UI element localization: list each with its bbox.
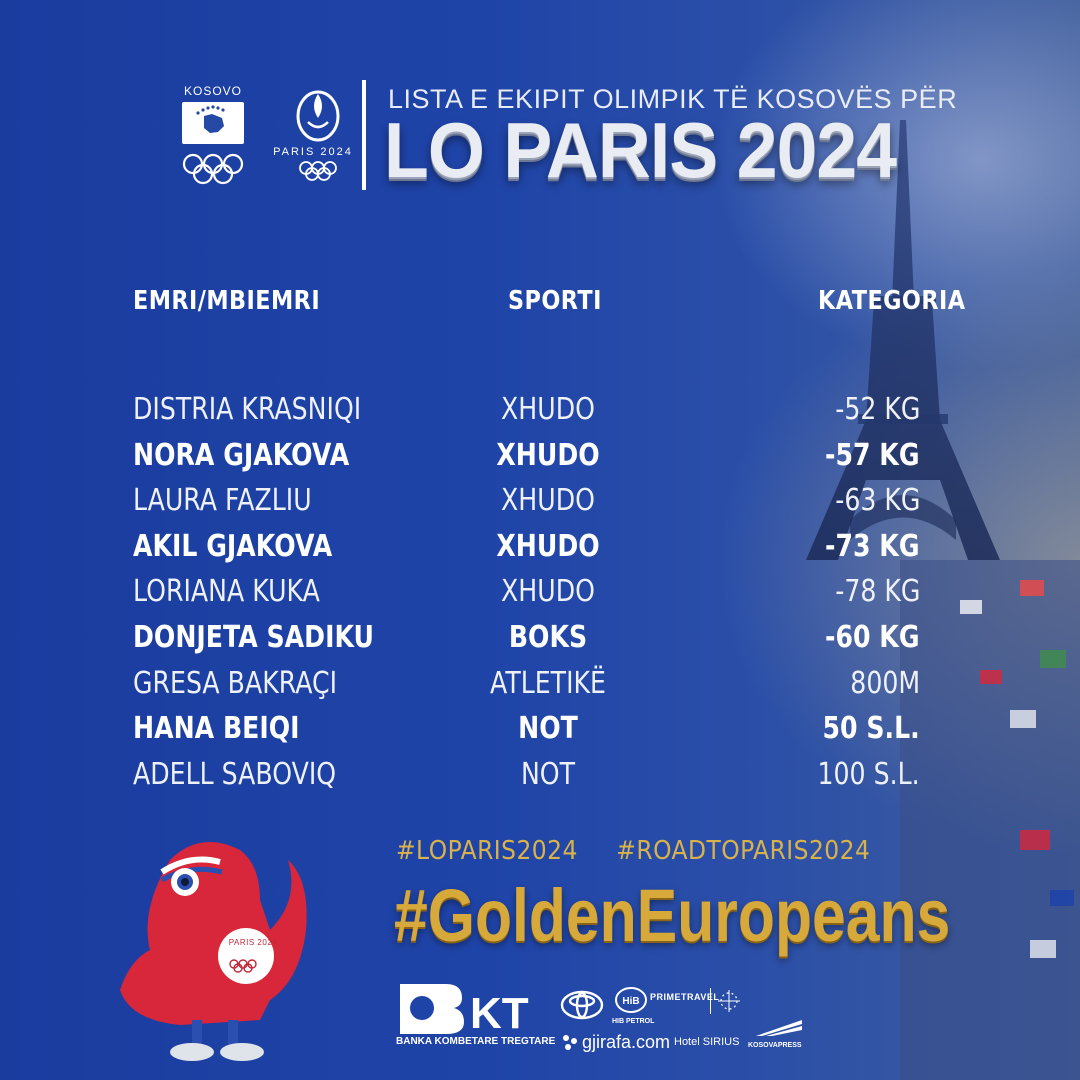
kosovapress-label: KOSOVAPRESS bbox=[748, 1042, 802, 1049]
athlete-sport: XHUDO bbox=[501, 574, 595, 610]
table-row: DONJETA SADIKU BOKS -60 KG bbox=[0, 616, 1080, 662]
hib-petrol-label: HIB PETROL bbox=[612, 1018, 655, 1025]
hotel-sirius-label: Hotel SIRIUS bbox=[674, 1036, 740, 1048]
athlete-name: LAURA FAZLIU bbox=[133, 483, 312, 519]
athlete-sport: XHUDO bbox=[496, 528, 600, 564]
athlete-table: DISTRIA KRASNIQI XHUDO -52 KG NORA GJAKO… bbox=[0, 388, 1080, 798]
athlete-sport: ATLETIKË bbox=[490, 665, 606, 701]
column-header-category: KATEGORIA bbox=[818, 286, 966, 316]
athlete-category: 800M bbox=[850, 665, 920, 701]
athlete-sport: XHUDO bbox=[496, 437, 600, 473]
header-divider bbox=[362, 80, 366, 190]
athlete-category: -78 KG bbox=[834, 574, 920, 610]
hashtag-roadtoparis: #ROADTOPARIS2024 bbox=[616, 836, 871, 866]
athlete-sport: BOKS bbox=[508, 619, 588, 655]
athlete-category: -57 KG bbox=[825, 437, 920, 473]
hib-petrol-logo-icon: HiB bbox=[615, 987, 647, 1013]
gjirafa-logo-icon bbox=[563, 1035, 577, 1050]
hashtags-row: #LOPARIS2024 #ROADTOPARIS2024 bbox=[396, 836, 882, 866]
table-row: DISTRIA KRASNIQI XHUDO -52 KG bbox=[0, 388, 1080, 434]
toyota-logo-icon bbox=[560, 990, 604, 1020]
eiffel-tower-icon bbox=[806, 120, 1000, 560]
athlete-name: DONJETA SADIKU bbox=[133, 619, 375, 655]
athlete-sport: XHUDO bbox=[501, 392, 595, 427]
mascot-emblem-label: PARIS 2024 bbox=[228, 938, 278, 947]
athlete-name: DISTRIA KRASNIQI bbox=[133, 392, 362, 427]
golden-europeans-hashtag: #GoldenEuropeans bbox=[394, 874, 951, 957]
sponsor-divider bbox=[710, 988, 711, 1014]
bkt-name: BANKA KOMBETARE TREGTARE bbox=[396, 1036, 556, 1047]
kosovapress-logo-icon bbox=[756, 1020, 802, 1036]
table-row: ADELL SABOVIQ NOT 100 S.L. bbox=[0, 753, 1080, 799]
athlete-category: 50 S.L. bbox=[822, 711, 920, 747]
kosovo-label: KOSOVO bbox=[183, 84, 242, 98]
athlete-name: HANA BEIQI bbox=[133, 711, 300, 747]
compass-logo-icon bbox=[718, 990, 740, 1012]
header-title: LO PARIS 2024 bbox=[384, 106, 897, 194]
athlete-category: -60 KG bbox=[825, 619, 920, 655]
table-row: AKIL GJAKOVA XHUDO -73 KG bbox=[0, 525, 1080, 571]
athlete-category: -63 KG bbox=[834, 483, 920, 519]
svg-text:KT: KT bbox=[470, 989, 529, 1038]
hashtag-loparis: #LOPARIS2024 bbox=[396, 836, 578, 866]
athlete-sport: NOT bbox=[518, 711, 578, 747]
table-row: LAURA FAZLIU XHUDO -63 KG bbox=[0, 479, 1080, 525]
svg-text:HiB: HiB bbox=[622, 996, 639, 1007]
paris-emblem-label: PARIS 2024 bbox=[273, 146, 353, 158]
athlete-category: 100 S.L. bbox=[817, 756, 920, 792]
athlete-name: ADELL SABOVIQ bbox=[133, 756, 337, 792]
prime-travel-label: PRIMETRAVEL bbox=[650, 992, 720, 1002]
paris-2024-emblem-icon bbox=[296, 90, 340, 181]
athlete-name: AKIL GJAKOVA bbox=[133, 528, 333, 564]
gjirafa-label: gjirafa.com bbox=[582, 1032, 671, 1052]
athlete-name: GRESA BAKRAÇI bbox=[133, 665, 338, 701]
table-row: LORIANA KUKA XHUDO -78 KG bbox=[0, 570, 1080, 616]
header-subtitle: LISTA E EKIPIT OLIMPIK TË KOSOVËS PËR bbox=[388, 84, 958, 114]
athlete-sport: XHUDO bbox=[501, 483, 595, 519]
crowd-background bbox=[900, 560, 1080, 1080]
athlete-sport: NOT bbox=[520, 756, 576, 792]
olympic-rings-icon bbox=[182, 153, 244, 185]
table-row: NORA GJAKOVA XHUDO -57 KG bbox=[0, 434, 1080, 480]
phryge-mascot-icon bbox=[120, 842, 307, 1061]
athlete-category: -52 KG bbox=[834, 392, 920, 427]
bkt-logo-icon: KT bbox=[400, 984, 529, 1038]
table-row: HANA BEIQI NOT 50 S.L. bbox=[0, 707, 1080, 753]
column-header-name: EMRI/MBIEMRI bbox=[133, 286, 321, 316]
athlete-name: LORIANA KUKA bbox=[133, 574, 320, 610]
table-row: GRESA BAKRAÇI ATLETIKË 800M bbox=[0, 662, 1080, 708]
athlete-name: NORA GJAKOVA bbox=[133, 437, 350, 473]
athlete-category: -73 KG bbox=[825, 528, 920, 564]
kosovo-flag-icon bbox=[182, 102, 244, 144]
column-header-sport: SPORTI bbox=[508, 286, 602, 316]
